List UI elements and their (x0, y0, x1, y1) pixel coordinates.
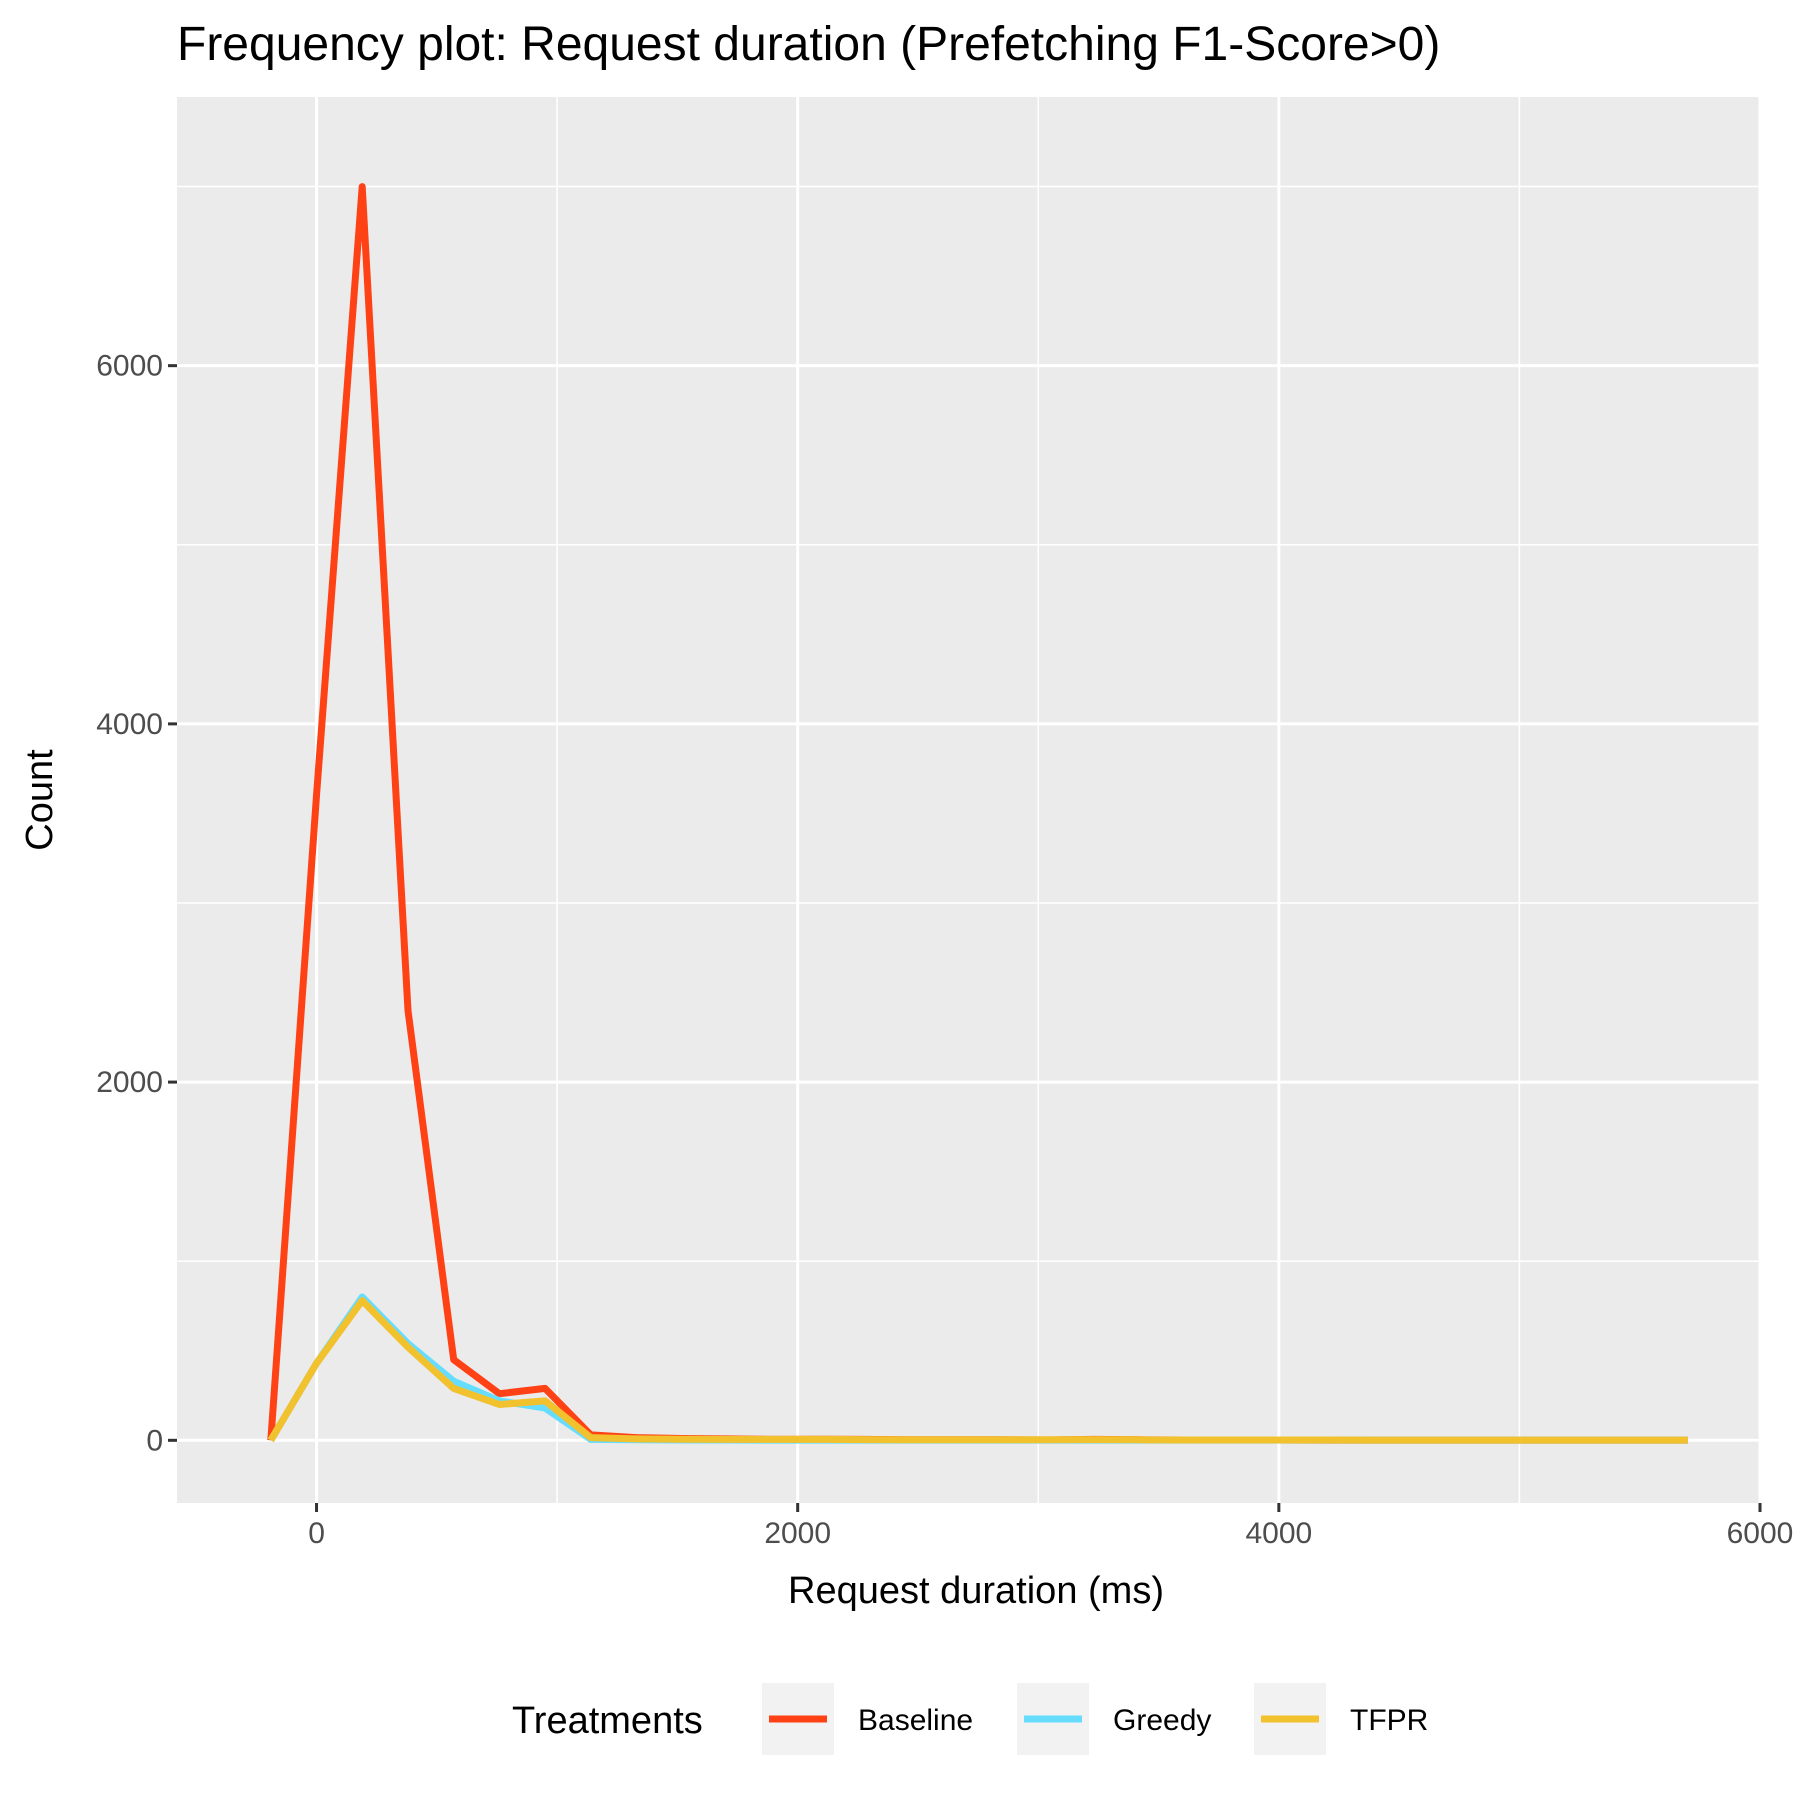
y-tick-label: 2000 (96, 1066, 163, 1099)
legend-items: Baseline Greedy TFPR (762, 1683, 1428, 1755)
legend: Treatments Baseline Greedy TFPR (512, 1683, 1428, 1755)
x-tick-label: 4000 (1245, 1517, 1312, 1550)
legend-title: Treatments (512, 1700, 703, 1742)
chart-title: Frequency plot: Request duration (Prefet… (177, 18, 1440, 71)
legend-label-tfpr: TFPR (1350, 1704, 1428, 1737)
legend-label-greedy: Greedy (1113, 1704, 1211, 1737)
major-gridlines (177, 97, 1762, 1503)
legend-label-baseline: Baseline (858, 1704, 973, 1737)
y-axis-title: Count (19, 749, 61, 851)
plot-panel (177, 97, 1760, 1503)
x-axis-title: Request duration (ms) (788, 1570, 1164, 1612)
y-tick-label: 4000 (96, 708, 163, 741)
series-line-tfpr (267, 1297, 1688, 1444)
x-tick-label: 2000 (764, 1517, 831, 1550)
x-tick-label: 0 (308, 1517, 325, 1550)
y-axis: 0 2000 4000 6000 (96, 350, 177, 1457)
x-axis: 0 2000 4000 6000 (308, 1503, 1793, 1550)
y-tick-label: 6000 (96, 350, 163, 383)
x-tick-label: 6000 (1727, 1517, 1794, 1550)
series-lines (267, 183, 1688, 1444)
y-tick-label: 0 (146, 1424, 163, 1457)
